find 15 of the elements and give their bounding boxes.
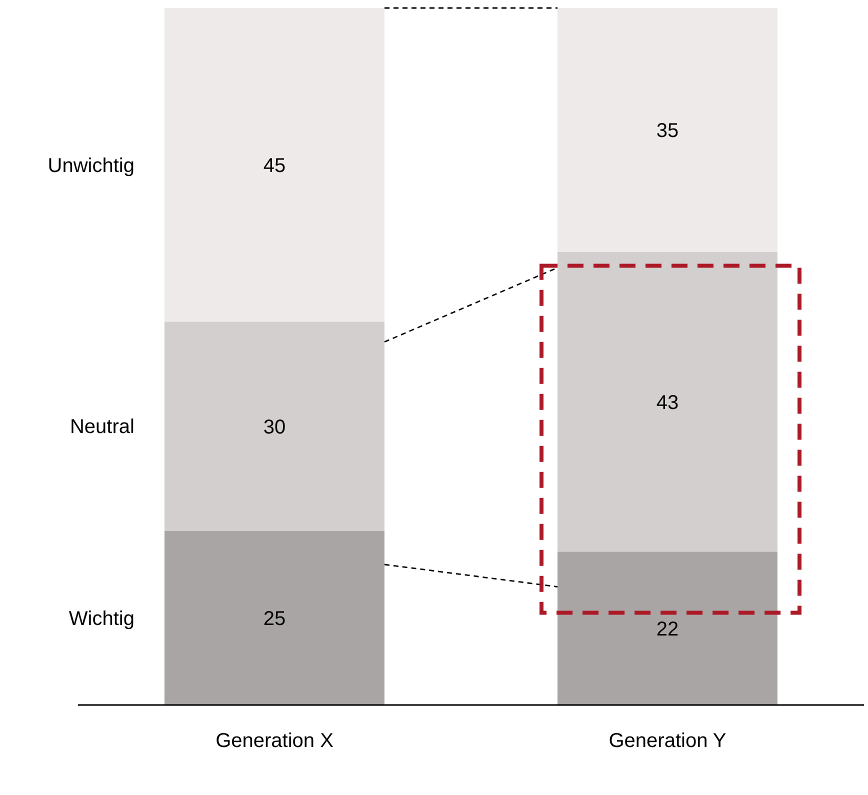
bar (164, 322, 384, 531)
data-label: 30 (263, 416, 286, 438)
bar (557, 8, 778, 252)
data-label: 25 (263, 608, 286, 630)
bar (164, 530, 384, 705)
bar (164, 8, 384, 322)
data-label: 45 (263, 154, 286, 177)
x-tick-label: Generation Y (608, 730, 726, 752)
data-label: 35 (656, 120, 679, 142)
data-label: 43 (656, 392, 679, 414)
x-tick-label: Generation X (216, 730, 334, 752)
series-label: Neutral (70, 416, 134, 438)
series-label: Unwichtig (48, 154, 134, 177)
data-label: 22 (656, 618, 679, 640)
series-label: Wichtig (68, 608, 134, 630)
